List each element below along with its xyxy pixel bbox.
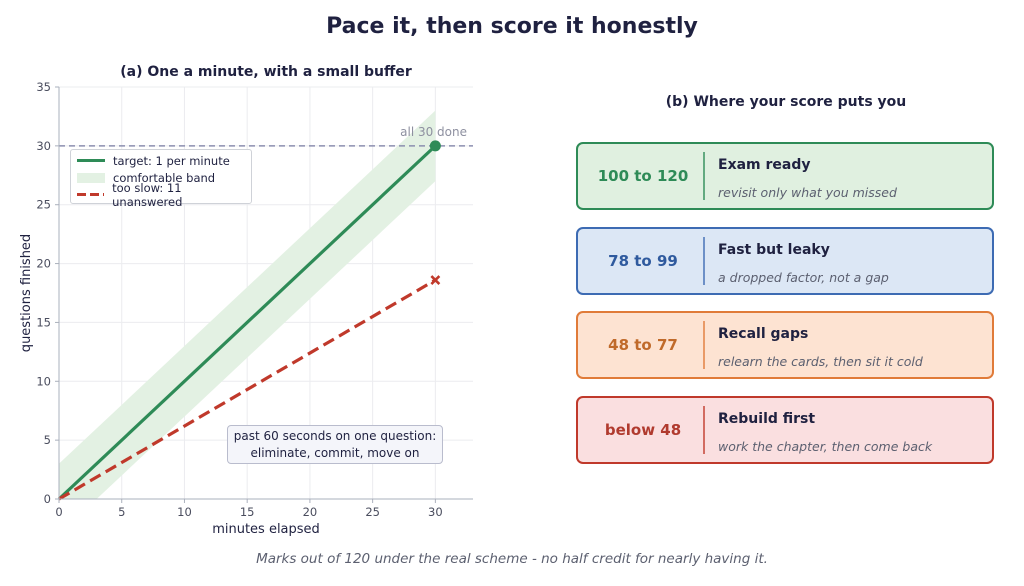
- score-card-exam-ready: 100 to 120 Exam ready revisit only what …: [576, 142, 994, 210]
- annotation-line-1: past 60 seconds on one question:: [233, 429, 437, 443]
- score-range: 78 to 99: [608, 252, 678, 270]
- score-range: below 48: [604, 421, 682, 439]
- main-title: Pace it, then score it honestly: [326, 14, 698, 39]
- legend-label-target: target: 1 per minute: [113, 153, 230, 168]
- card-divider: [703, 152, 705, 200]
- card-heading: Rebuild first: [718, 411, 816, 427]
- card-subtext: work the chapter, then come back: [718, 439, 933, 454]
- y-tick-label: 15: [36, 315, 51, 329]
- chart-title: (a) One a minute, with a small buffer: [120, 64, 412, 80]
- y-tick-label: 10: [36, 374, 51, 388]
- score-range: 48 to 77: [608, 336, 678, 354]
- x-tick-label: 20: [303, 505, 318, 519]
- series-line-too-slow: [58, 278, 437, 501]
- y-tick-label: 0: [44, 492, 51, 506]
- chart-legend: target: 1 per minute comfortable band to…: [70, 149, 252, 209]
- score-card-rebuild-first: below 48 Rebuild first work the chapter,…: [576, 396, 994, 464]
- x-tick-label: 0: [55, 505, 62, 519]
- card-heading: Exam ready: [718, 157, 811, 173]
- score-card-recall-gaps: 48 to 77 Recall gaps relearn the cards, …: [576, 311, 994, 379]
- x-axis-label: minutes elapsed: [212, 522, 320, 537]
- end-marker-target: [429, 140, 441, 152]
- legend-item-band: comfortable band: [71, 169, 215, 186]
- card-subtext: relearn the cards, then sit it cold: [718, 354, 923, 369]
- card-divider: [703, 406, 705, 454]
- footnote: Marks out of 120 under the real scheme -…: [256, 551, 768, 567]
- end-marker-too-slow: [430, 275, 441, 285]
- annotation-line-2: eliminate, commit, move on: [250, 446, 420, 460]
- card-divider: [703, 321, 705, 369]
- card-divider: [703, 237, 705, 285]
- legend-swatch-band: [77, 172, 105, 183]
- comfortable-band: [59, 110, 436, 499]
- score-card-fast-but-leaky: 78 to 99 Fast but leaky a dropped factor…: [576, 227, 994, 295]
- legend-swatch-target: [77, 159, 105, 162]
- legend-swatch-too-slow: [77, 193, 105, 196]
- panel-b-title: (b) Where your score puts you: [665, 94, 907, 110]
- y-tick-label: 25: [36, 198, 51, 212]
- x-tick-label: 25: [365, 505, 380, 519]
- card-subtext: a dropped factor, not a gap: [718, 270, 889, 285]
- x-tick-label: 10: [177, 505, 192, 519]
- legend-item-target: target: 1 per minute: [71, 152, 230, 169]
- y-tick-label: 20: [36, 257, 51, 271]
- x-tick-label: 5: [118, 505, 125, 519]
- legend-item-too-slow: too slow: 11 unanswered: [71, 181, 251, 209]
- card-heading: Recall gaps: [718, 326, 809, 342]
- x-tick-label: 30: [428, 505, 443, 519]
- legend-label-too-slow: too slow: 11 unanswered: [112, 180, 183, 209]
- y-tick-label: 35: [36, 80, 51, 94]
- y-tick-label: 30: [36, 139, 51, 153]
- series-line-target: [57, 144, 437, 501]
- y-tick-label: 5: [44, 433, 51, 447]
- score-range: 100 to 120: [597, 167, 689, 185]
- card-subtext: revisit only what you missed: [718, 185, 897, 200]
- reference-line-label: all 30 done: [400, 125, 467, 139]
- x-tick-label: 15: [240, 505, 255, 519]
- pacing-annotation: past 60 seconds on one question: elimina…: [227, 425, 443, 464]
- legend-label-band: comfortable band: [113, 170, 216, 185]
- y-axis-label: questions finished: [19, 234, 34, 352]
- card-heading: Fast but leaky: [718, 242, 830, 258]
